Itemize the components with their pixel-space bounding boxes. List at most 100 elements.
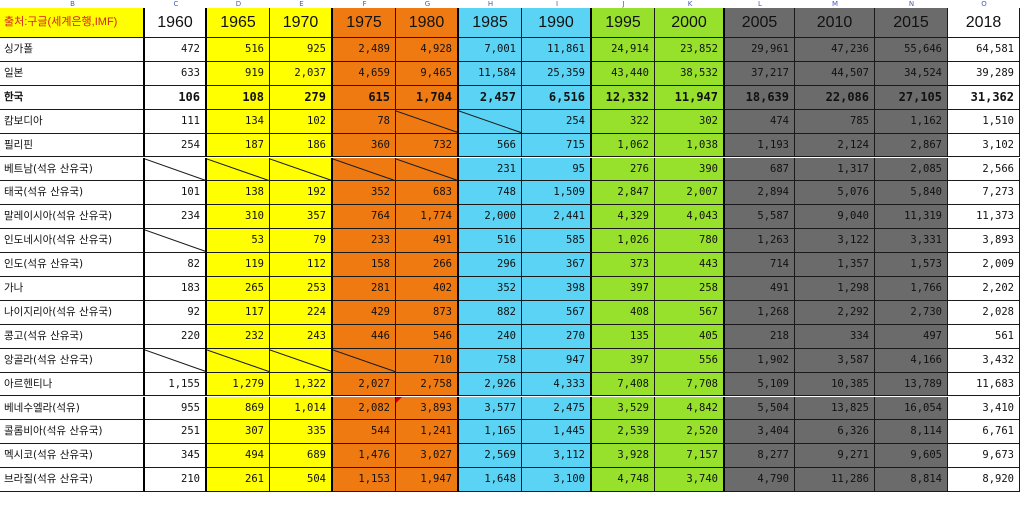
value-cell[interactable]: 2,475 (522, 396, 592, 421)
value-cell[interactable]: 2,000 (459, 205, 522, 230)
value-cell[interactable]: 567 (655, 300, 725, 325)
value-cell[interactable]: 544 (333, 420, 396, 445)
value-cell[interactable]: 254 (145, 133, 207, 158)
value-cell[interactable]: 615 (333, 85, 396, 110)
value-cell[interactable]: 873 (396, 300, 459, 325)
value-cell[interactable]: 192 (270, 181, 333, 206)
value-cell[interactable]: 780 (655, 229, 725, 254)
value-cell[interactable]: 11,683 (948, 372, 1020, 397)
value-cell[interactable]: 446 (333, 324, 396, 349)
value-cell[interactable]: 7,408 (592, 372, 655, 397)
value-cell[interactable]: 2,007 (655, 181, 725, 206)
value-cell[interactable]: 11,373 (948, 205, 1020, 230)
value-cell[interactable]: 2,027 (333, 372, 396, 397)
value-cell[interactable]: 3,740 (655, 468, 725, 493)
value-cell[interactable]: 18,639 (725, 85, 795, 110)
value-cell[interactable]: 5,076 (795, 181, 875, 206)
value-cell[interactable] (396, 109, 459, 134)
value-cell[interactable]: 2,292 (795, 300, 875, 325)
value-cell[interactable]: 715 (522, 133, 592, 158)
value-cell[interactable]: 12,332 (592, 85, 655, 110)
value-cell[interactable]: 561 (948, 324, 1020, 349)
value-cell[interactable]: 4,790 (725, 468, 795, 493)
country-label-cell[interactable]: 콜롬비아(석유 산유국) (0, 420, 145, 445)
value-cell[interactable]: 2,009 (948, 253, 1020, 277)
value-cell[interactable]: 405 (655, 324, 725, 349)
value-cell[interactable]: 748 (459, 181, 522, 206)
value-cell[interactable]: 2,926 (459, 372, 522, 397)
value-cell[interactable]: 9,040 (795, 205, 875, 230)
value-cell[interactable]: 2,894 (725, 181, 795, 206)
value-cell[interactable]: 8,114 (875, 420, 948, 445)
value-cell[interactable] (207, 348, 270, 373)
value-cell[interactable]: 474 (725, 109, 795, 134)
country-label-cell[interactable]: 일본 (0, 61, 145, 86)
value-cell[interactable]: 8,920 (948, 468, 1020, 493)
column-letter-i[interactable]: I (555, 0, 559, 8)
source-label-cell[interactable]: 출처:구글(세계은행,IMF) (0, 8, 145, 38)
value-cell[interactable]: 9,605 (875, 444, 948, 469)
value-cell[interactable]: 1,263 (725, 229, 795, 254)
value-cell[interactable]: 556 (655, 348, 725, 373)
value-cell[interactable]: 352 (333, 181, 396, 206)
country-label-cell[interactable]: 싱가폴 (0, 38, 145, 62)
value-cell[interactable]: 2,520 (655, 420, 725, 445)
value-cell[interactable]: 408 (592, 300, 655, 325)
value-cell[interactable]: 296 (459, 253, 522, 277)
value-cell[interactable]: 689 (270, 444, 333, 469)
value-cell[interactable]: 5,840 (875, 181, 948, 206)
value-cell[interactable] (270, 348, 333, 373)
value-cell[interactable]: 357 (270, 205, 333, 230)
column-letter-o[interactable]: O (981, 0, 987, 8)
value-cell[interactable]: 1,774 (396, 205, 459, 230)
value-cell[interactable]: 279 (270, 85, 333, 110)
value-cell[interactable]: 2,489 (333, 38, 396, 62)
value-cell[interactable]: 764 (333, 205, 396, 230)
value-cell[interactable]: 3,893 (396, 396, 459, 421)
value-cell[interactable]: 1,322 (270, 372, 333, 397)
value-cell[interactable]: 78 (333, 109, 396, 134)
country-label-cell[interactable]: 앙골라(석유 산유국) (0, 348, 145, 373)
value-cell[interactable]: 82 (145, 253, 207, 277)
value-cell[interactable]: 2,867 (875, 133, 948, 158)
value-cell[interactable]: 2,847 (592, 181, 655, 206)
column-letter-d[interactable]: D (235, 0, 242, 8)
value-cell[interactable]: 398 (522, 277, 592, 301)
value-cell[interactable]: 158 (333, 253, 396, 277)
value-cell[interactable]: 955 (145, 396, 207, 421)
year-header-1995[interactable]: 1995 (592, 8, 655, 38)
value-cell[interactable]: 497 (875, 324, 948, 349)
value-cell[interactable]: 3,122 (795, 229, 875, 254)
value-cell[interactable]: 31,362 (948, 85, 1020, 110)
value-cell[interactable]: 335 (270, 420, 333, 445)
value-cell[interactable]: 472 (145, 38, 207, 62)
value-cell[interactable]: 390 (655, 157, 725, 182)
value-cell[interactable]: 1,573 (875, 253, 948, 277)
value-cell[interactable]: 2,539 (592, 420, 655, 445)
value-cell[interactable]: 4,043 (655, 205, 725, 230)
value-cell[interactable]: 1,153 (333, 468, 396, 493)
value-cell[interactable]: 6,761 (948, 420, 1020, 445)
country-label-cell[interactable]: 한국 (0, 85, 145, 110)
value-cell[interactable]: 7,157 (655, 444, 725, 469)
year-header-2015[interactable]: 2015 (875, 8, 948, 38)
value-cell[interactable]: 367 (522, 253, 592, 277)
column-letter-e[interactable]: E (299, 0, 304, 8)
value-cell[interactable]: 3,893 (948, 229, 1020, 254)
value-cell[interactable]: 1,155 (145, 372, 207, 397)
value-cell[interactable]: 491 (725, 277, 795, 301)
value-cell[interactable]: 516 (459, 229, 522, 254)
country-label-cell[interactable]: 말레이시아(석유 산유국) (0, 205, 145, 230)
country-label-cell[interactable]: 인도(석유 산유국) (0, 253, 145, 277)
value-cell[interactable]: 566 (459, 133, 522, 158)
value-cell[interactable]: 23,852 (655, 38, 725, 62)
value-cell[interactable]: 6,516 (522, 85, 592, 110)
value-cell[interactable]: 1,038 (655, 133, 725, 158)
value-cell[interactable]: 516 (207, 38, 270, 62)
value-cell[interactable]: 240 (459, 324, 522, 349)
value-cell[interactable] (270, 157, 333, 182)
value-cell[interactable]: 3,529 (592, 396, 655, 421)
value-cell[interactable]: 3,102 (948, 133, 1020, 158)
country-label-cell[interactable]: 베트남(석유 산유국) (0, 157, 145, 182)
year-header-1985[interactable]: 1985 (459, 8, 522, 38)
